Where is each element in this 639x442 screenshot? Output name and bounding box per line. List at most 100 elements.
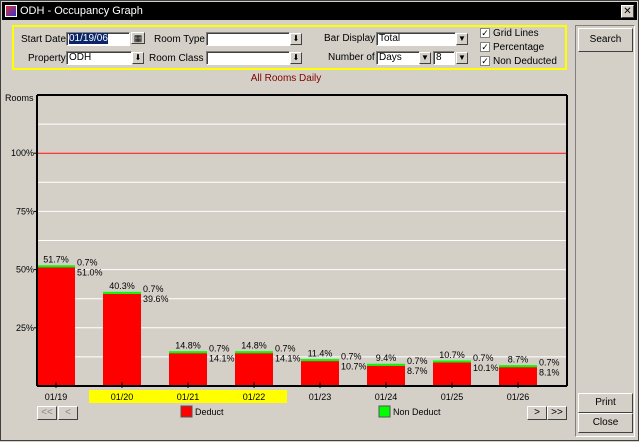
app-icon [5, 5, 17, 17]
highlight-band [221, 390, 287, 403]
x-tick-label: 01/20 [111, 392, 134, 402]
bar-deduct [103, 293, 141, 386]
y-tick-label: 50% [16, 265, 34, 275]
total-label: 14.8% [175, 341, 201, 351]
x-tick-label: 01/25 [441, 392, 464, 402]
bar-deduct [37, 267, 75, 386]
deduct-label: 10.7% [341, 361, 367, 371]
total-label: 14.8% [241, 341, 267, 351]
y-axis-label: Rooms [5, 93, 34, 103]
start-date-value: 01/19/06 [69, 33, 108, 44]
bar-non-deduct [499, 365, 537, 368]
highlight-band [155, 390, 221, 403]
bar-non-deduct [37, 265, 75, 268]
close-button[interactable]: Close [578, 413, 633, 433]
property-lookup-button[interactable]: ⬇ [132, 52, 144, 64]
bar-non-deduct [103, 291, 141, 294]
non-deduct-label: 0.7% [539, 358, 560, 368]
x-tick-label: 01/23 [309, 392, 332, 402]
bar-display-label: Bar Display [324, 33, 376, 44]
legend-label: Non Deduct [393, 407, 441, 417]
y-tick-label: 100% [11, 148, 34, 158]
x-tick-label: 01/22 [243, 392, 266, 402]
room-class-lookup-button[interactable]: ⬇ [290, 52, 302, 64]
window-title: ODH - Occupancy Graph [20, 5, 143, 17]
chart-title: All Rooms Daily [250, 73, 322, 84]
room-type-label: Room Type [154, 34, 205, 45]
bar-deduct [499, 367, 537, 386]
x-tick-label: 01/21 [177, 392, 200, 402]
next-page-button[interactable]: > [527, 406, 547, 420]
total-label: 40.3% [109, 281, 135, 291]
bar-deduct [433, 362, 471, 386]
room-type-lookup-button[interactable]: ⬇ [290, 33, 302, 45]
property-input[interactable]: ODH [66, 51, 132, 65]
room-type-input[interactable] [206, 32, 290, 46]
number-of-value-select[interactable]: 8 [433, 51, 455, 65]
deduct-label: 51.0% [77, 268, 103, 278]
total-label: 8.7% [508, 355, 529, 365]
non-deduct-label: 0.7% [473, 353, 494, 363]
property-label: Property [28, 53, 66, 64]
non-deduct-label: 0.7% [407, 356, 428, 366]
deduct-label: 8.7% [407, 366, 428, 376]
bar-non-deduct [301, 359, 339, 362]
non-deduct-label: 0.7% [77, 258, 98, 268]
total-label: 51.7% [43, 255, 69, 265]
number-of-value-dropdown[interactable]: ▼ [456, 52, 468, 64]
legend-label: Deduct [195, 407, 224, 417]
calendar-icon[interactable]: ▦ [131, 32, 145, 44]
percentage-checkbox[interactable]: ✓ Percentage [480, 42, 545, 53]
bar-deduct [367, 365, 405, 386]
non-deduct-label: 0.7% [209, 344, 230, 354]
close-window-button[interactable]: ✕ [621, 5, 634, 18]
title-bar: ODH - Occupancy Graph ✕ [2, 2, 637, 20]
bar-display-select[interactable]: Total [376, 32, 456, 46]
deduct-label: 8.1% [539, 368, 560, 378]
print-button[interactable]: Print [578, 393, 633, 413]
bar-non-deduct [433, 360, 471, 363]
non-deducted-label: Non Deducted [493, 56, 557, 67]
non-deducted-checkbox[interactable]: ✓ Non Deducted [480, 56, 557, 67]
prev-page-button[interactable]: < [58, 406, 78, 420]
deduct-label: 10.1% [473, 363, 499, 373]
grid-lines-checkbox[interactable]: ✓ Grid Lines [480, 28, 539, 39]
y-tick-label: 75% [16, 206, 34, 216]
non-deduct-label: 0.7% [341, 351, 362, 361]
percentage-label: Percentage [493, 42, 545, 53]
non-deduct-label: 0.7% [143, 284, 164, 294]
y-tick-label: 25% [16, 323, 34, 333]
legend-swatch [378, 405, 391, 418]
bar-non-deduct [367, 363, 405, 366]
room-class-input[interactable] [206, 51, 290, 65]
non-deduct-label: 0.7% [275, 344, 296, 354]
number-of-unit-dropdown[interactable]: ▼ [419, 52, 431, 64]
deduct-label: 14.1% [209, 354, 235, 364]
legend-swatch [180, 405, 193, 418]
bar-deduct [301, 361, 339, 386]
x-tick-label: 01/19 [45, 392, 68, 402]
deduct-label: 39.6% [143, 294, 169, 304]
total-label: 11.4% [308, 348, 333, 358]
search-button[interactable]: Search [578, 28, 633, 52]
last-page-button[interactable]: >> [547, 406, 567, 420]
x-tick-label: 01/26 [507, 392, 530, 402]
filter-panel: Start Date 01/19/06 ▦ Property ODH ⬇ Roo… [12, 25, 567, 70]
total-label: 10.7% [439, 350, 465, 360]
start-date-input[interactable]: 01/19/06 [66, 32, 130, 46]
bar-non-deduct [169, 351, 207, 354]
bar-deduct [169, 353, 207, 386]
x-tick-label: 01/24 [375, 392, 398, 402]
deduct-label: 14.1% [275, 354, 301, 364]
bar-deduct [235, 353, 273, 386]
number-of-label: Number of [328, 52, 375, 63]
bar-display-dropdown[interactable]: ▼ [456, 33, 468, 45]
button-panel: Search Print Close [575, 25, 635, 437]
grid-lines-label: Grid Lines [493, 28, 539, 39]
room-class-label: Room Class [149, 53, 204, 64]
highlight-band [89, 390, 155, 403]
first-page-button[interactable]: << [37, 406, 57, 420]
total-label: 9.4% [376, 353, 397, 363]
